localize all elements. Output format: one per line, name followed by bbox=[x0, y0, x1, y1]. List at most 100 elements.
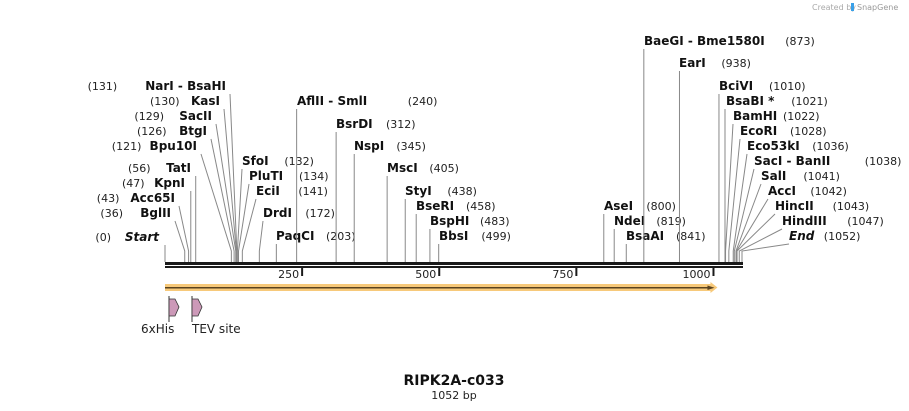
site-ndei[interactable]: NdeI (819) bbox=[613, 214, 686, 262]
site-bsrdi[interactable]: BsrDI (312) bbox=[335, 117, 416, 262]
site-position: (131) bbox=[88, 80, 118, 93]
backbone-bottom-strand bbox=[165, 266, 743, 268]
site-start[interactable]: Start (0) bbox=[95, 230, 166, 262]
site-leader-line bbox=[725, 123, 734, 262]
site-position: (129) bbox=[134, 110, 164, 123]
site-position: (130) bbox=[150, 95, 180, 108]
site-saci-banii[interactable]: SacI - BanII (1038) bbox=[733, 154, 901, 262]
orf-arrowhead bbox=[710, 282, 718, 293]
site-baegi-bme1580i[interactable]: BaeGI - Bme1580I (873) bbox=[643, 34, 815, 262]
site-paqci[interactable]: PaqCI (203) bbox=[275, 229, 356, 262]
site-position: (1047) bbox=[847, 215, 884, 228]
site-kpni[interactable]: KpnI (47) bbox=[122, 176, 192, 262]
tick-label: 500 bbox=[415, 268, 436, 281]
site-leader-line bbox=[215, 123, 237, 262]
site-acci[interactable]: AccI (1042) bbox=[736, 184, 847, 262]
credit-text: Created by bbox=[812, 3, 856, 12]
site-ecori[interactable]: EcoRI (1028) bbox=[728, 124, 827, 262]
site-name: EciI bbox=[256, 184, 280, 198]
site-position: (134) bbox=[299, 170, 329, 183]
site-bsaai[interactable]: BsaAI (841) bbox=[625, 229, 706, 262]
site-leader-line bbox=[223, 108, 237, 262]
site-sali[interactable]: SalI (1041) bbox=[735, 169, 840, 262]
site-bbsi[interactable]: BbsI (499) bbox=[438, 229, 511, 262]
site-asei[interactable]: AseI (800) bbox=[603, 199, 676, 262]
site-bsabi-[interactable]: BsaBI * (1021) bbox=[724, 94, 828, 262]
site-position: (499) bbox=[481, 230, 511, 243]
site-position: (345) bbox=[396, 140, 426, 153]
site-leader-line bbox=[735, 183, 762, 262]
site-name: BsaBI * bbox=[726, 94, 775, 108]
feature-label: TEV site bbox=[191, 322, 241, 336]
site-bpu10i[interactable]: Bpu10I (121) bbox=[112, 139, 232, 262]
site-drdi[interactable]: DrdI (172) bbox=[258, 206, 335, 262]
site-name: Acc65I bbox=[130, 191, 175, 205]
site-bglii[interactable]: BglII (36) bbox=[100, 206, 186, 262]
site-name: TatI bbox=[166, 161, 191, 175]
orf-core-line bbox=[165, 287, 712, 289]
site-leader-line bbox=[732, 153, 748, 262]
axis-ticks: 250 500 750 1000 bbox=[278, 268, 715, 281]
site-leader-line bbox=[258, 220, 264, 262]
site-position: (1010) bbox=[769, 80, 806, 93]
feature-tev-site[interactable]: TEV site bbox=[191, 296, 241, 336]
orf-arrow[interactable] bbox=[165, 282, 718, 293]
site-styi[interactable]: StyI (438) bbox=[404, 184, 477, 262]
site-bseri[interactable]: BseRI (458) bbox=[415, 199, 496, 262]
credit-brand: SnapGene bbox=[857, 3, 898, 12]
site-name: Eco53kI bbox=[747, 139, 800, 153]
site-eco53ki[interactable]: Eco53kI (1036) bbox=[732, 139, 849, 262]
feature-arrow-icon bbox=[168, 298, 180, 317]
site-msci[interactable]: MscI (405) bbox=[386, 161, 459, 262]
site-leader-line bbox=[741, 243, 790, 262]
construct-length: 1052 bp bbox=[431, 389, 476, 402]
site-position: (132) bbox=[284, 155, 314, 168]
site-leader-line bbox=[210, 138, 235, 262]
tick-label: 1000 bbox=[682, 268, 710, 281]
site-kasi[interactable]: KasI (130) bbox=[150, 94, 237, 262]
site-pluti[interactable]: PluTI (134) bbox=[237, 169, 329, 262]
site-name: NdeI bbox=[614, 214, 645, 228]
site-leader-line bbox=[236, 168, 243, 262]
site-position: (1042) bbox=[810, 185, 847, 198]
site-name: KpnI bbox=[154, 176, 185, 190]
site-acc65i[interactable]: Acc65I (43) bbox=[97, 191, 190, 262]
site-eari[interactable]: EarI (938) bbox=[678, 56, 751, 262]
site-position: (56) bbox=[128, 162, 151, 175]
site-sacii[interactable]: SacII (129) bbox=[134, 109, 237, 262]
backbone-top-strand bbox=[165, 262, 743, 265]
site-name: BtgI bbox=[179, 124, 207, 138]
site-name: DrdI bbox=[263, 206, 292, 220]
tick-label: 750 bbox=[552, 268, 573, 281]
site-nspi[interactable]: NspI (345) bbox=[353, 139, 426, 262]
site-tati[interactable]: TatI (56) bbox=[128, 161, 197, 262]
site-name: AflII - SmlI bbox=[297, 94, 367, 108]
site-ecii[interactable]: EciI (141) bbox=[241, 184, 328, 262]
site-name: BsrDI bbox=[336, 117, 373, 131]
orf-core-arrow-icon bbox=[707, 285, 715, 290]
site-sfoi[interactable]: SfoI (132) bbox=[236, 154, 314, 262]
site-position: (141) bbox=[298, 185, 328, 198]
site-position: (1036) bbox=[812, 140, 849, 153]
site-position: (938) bbox=[721, 57, 751, 70]
site-nari-bsahi[interactable]: NarI - BsaHI (131) bbox=[88, 79, 238, 262]
site-leader-line bbox=[178, 205, 190, 262]
site-aflii-smli[interactable]: AflII - SmlI (240) bbox=[296, 94, 438, 262]
site-name: BbsI bbox=[439, 229, 468, 243]
site-bcivi[interactable]: BciVI (1010) bbox=[718, 79, 806, 262]
site-bsphi[interactable]: BspHI (483) bbox=[429, 214, 510, 262]
site-name: AseI bbox=[604, 199, 633, 213]
site-leader-line bbox=[728, 138, 741, 262]
site-name: BglII bbox=[140, 206, 171, 220]
site-position: (841) bbox=[676, 230, 706, 243]
site-position: (1041) bbox=[803, 170, 840, 183]
site-position: (172) bbox=[305, 207, 335, 220]
site-btgi[interactable]: BtgI (126) bbox=[137, 124, 235, 262]
site-name: BamHI bbox=[733, 109, 777, 123]
site-hindiii[interactable]: HindIII (1047) bbox=[738, 214, 884, 262]
site-hincii[interactable]: HincII (1043) bbox=[736, 199, 869, 262]
site-name: HindIII bbox=[782, 214, 827, 228]
site-bamhi[interactable]: BamHI (1022) bbox=[725, 109, 820, 262]
feature-6xhis[interactable]: 6xHis bbox=[141, 296, 180, 336]
site-end[interactable]: End (1052) bbox=[741, 229, 860, 262]
